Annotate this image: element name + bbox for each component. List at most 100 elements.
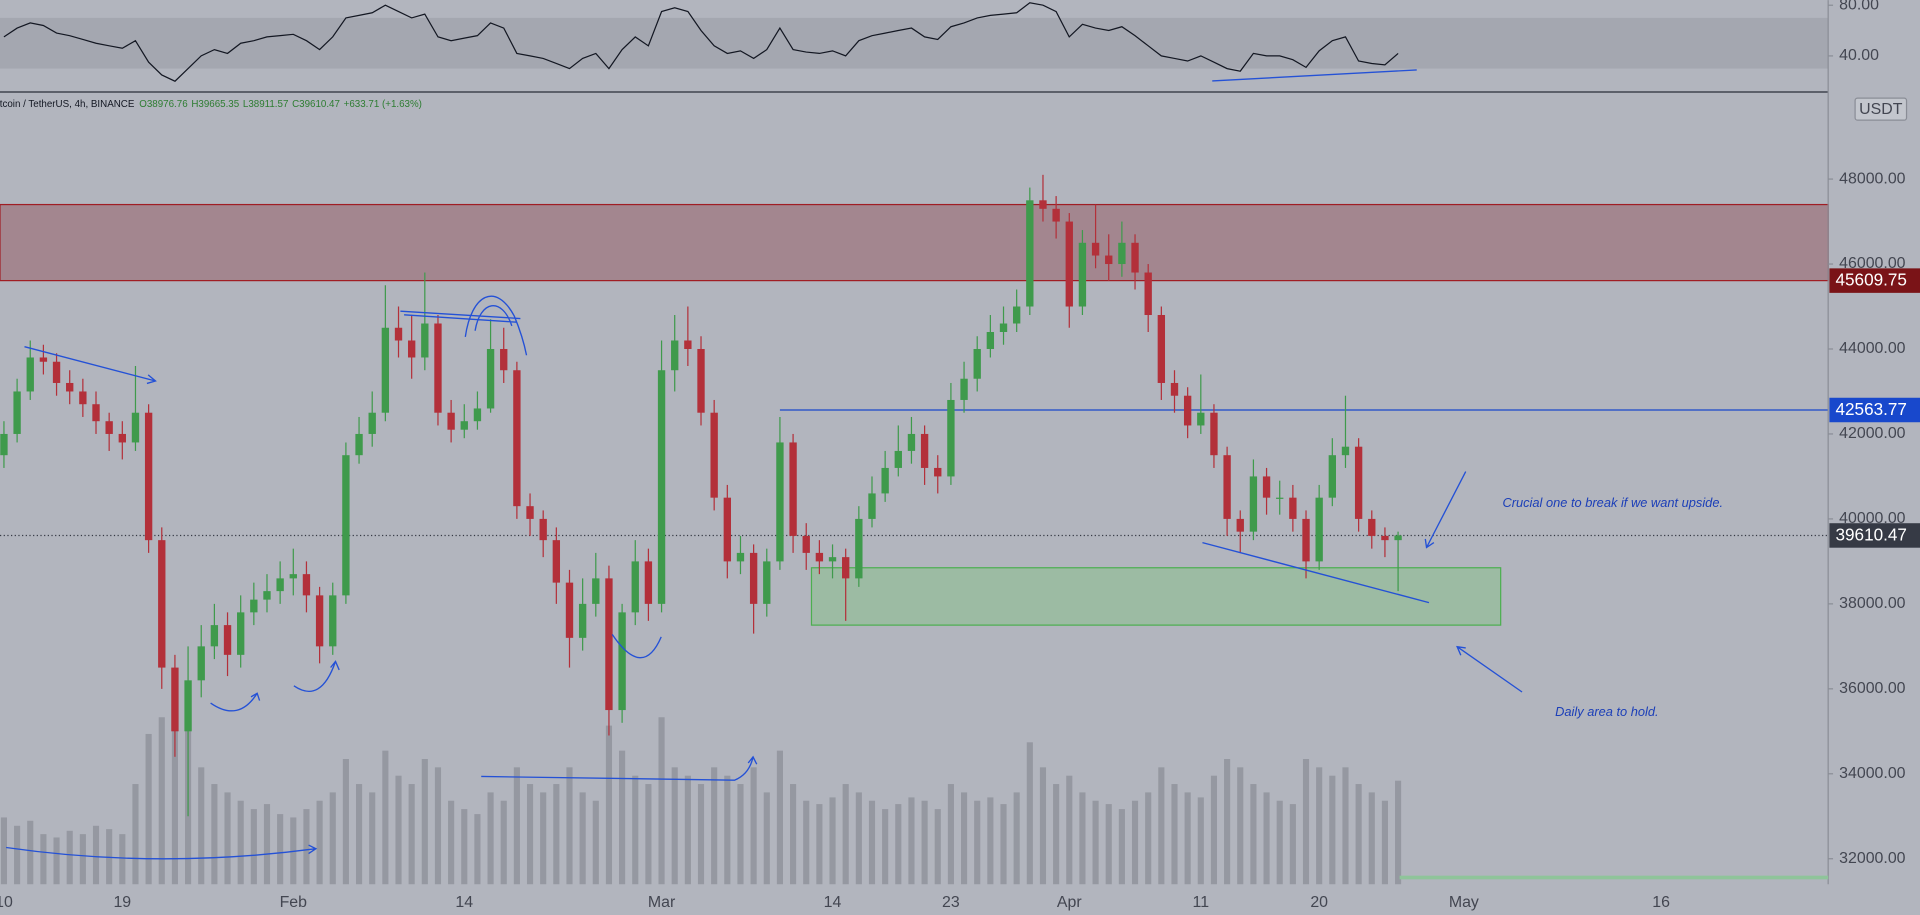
volume-bar [1355,784,1362,885]
candle-body [1012,306,1021,324]
volume-bar [737,784,744,885]
candle-body [434,323,442,413]
volume-bar [513,767,520,885]
drawing [1202,541,1430,604]
x-tick-label: May [1449,894,1479,911]
candle-body [1078,242,1087,307]
volume-bar [553,784,560,885]
candle-body [539,518,547,541]
y-tick-label: 34000.00 [1839,765,1905,782]
volume-bar [1105,804,1112,885]
volume-bar [1039,767,1047,885]
drawing [1212,69,1417,82]
rsi-tick-label: 40.00 [1839,47,1879,64]
x-tick-label: 16 [1652,894,1670,911]
volume-bar [434,767,442,885]
volume-bar [605,725,613,885]
candles [0,174,1402,817]
candle-body [1105,255,1113,265]
volume-bar [303,809,310,885]
y-tick-label: 44000.00 [1839,340,1905,357]
volume-bar [448,800,455,885]
rsi-line [3,2,1399,82]
volume-bar [53,837,60,885]
volume-bar [1197,797,1204,885]
volume-bar [1329,775,1336,885]
candle-body [1315,497,1323,562]
candle-body [776,442,784,562]
symbol: itcoin / TetherUS, 4h, BINANCE [0,99,135,110]
candle-body [789,442,797,536]
drawing [210,692,261,712]
candle-body [355,433,363,456]
volume-bar [1158,767,1165,885]
volume-bar [684,775,691,885]
candle-body [263,591,271,600]
volume-bar [0,817,8,885]
volume-bar [987,797,994,885]
candle-body [342,455,350,596]
candle-body [710,412,718,498]
candle-body [250,599,258,613]
candle-body [986,331,995,349]
x-tick-label: Apr [1057,894,1082,911]
x-tick-label: 11 [1193,894,1210,911]
y-tick-label: 42000.00 [1839,425,1905,442]
rsi-band [0,17,1829,69]
candle-body [223,625,232,655]
candle-body [473,408,482,422]
price-label-box [1829,268,1920,293]
candle-body [999,323,1008,332]
volume-bar [974,800,981,885]
volume-bar [1237,767,1244,885]
volume-bar [566,767,573,885]
candle-body [329,595,337,647]
volume-bar [1302,759,1310,885]
candle-body [815,552,824,562]
candle-body [447,412,455,430]
x-tick-label: 23 [942,894,960,911]
volume-bar [645,784,652,885]
volume-bar [1210,775,1218,885]
candle-body [407,340,416,358]
volume-bar [158,717,165,885]
candle-body [184,680,192,732]
candle-body [802,535,810,553]
currency-box [1854,97,1908,121]
volume-bar [908,797,915,885]
candle-body [960,378,968,400]
volume-bar [1092,800,1099,885]
candle-body [605,578,613,711]
volume-bar [776,750,783,885]
drawing [1456,645,1523,693]
candle-body [1118,242,1126,265]
x-tick-label: 20 [1310,894,1328,911]
volume-bar [408,784,415,885]
volume-bar [40,834,47,885]
x-tick-label: 19 [113,894,131,911]
candle-body [1039,200,1047,209]
volume-bar [198,767,205,885]
volume-bar [1053,784,1060,885]
volume-bar [868,800,876,885]
volume-bar [1289,804,1296,885]
candle-body [1354,446,1363,519]
volume-bar [1250,784,1257,885]
volume-bar [395,775,402,885]
candle-body [671,340,679,371]
volume-bar [934,809,941,885]
candle-body [973,348,981,379]
drawing [481,755,758,781]
candle-body [1144,272,1152,316]
rsi-tick-label: 80.00 [1839,0,1879,13]
volume-bar [355,784,363,885]
candle-body [657,370,666,604]
drawing [24,346,157,385]
candle-body [118,433,126,443]
candle-body [684,340,692,349]
volume-bar [1145,792,1152,885]
annotation: Daily area to hold. [1555,704,1659,719]
ohlc: +633.71 (+1.63%) [344,99,422,110]
volume-bar [592,800,599,885]
